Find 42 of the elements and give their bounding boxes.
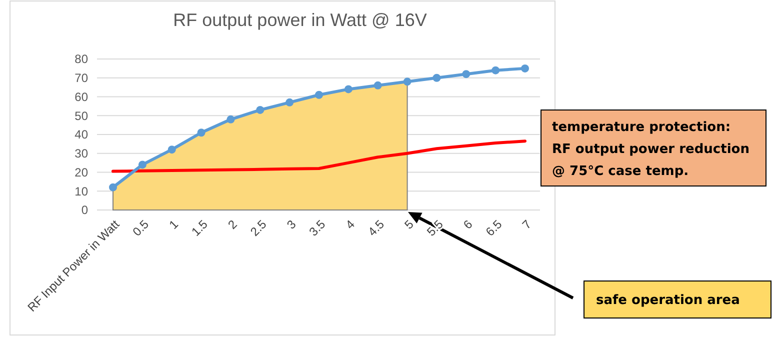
- x-tick-label: 2: [225, 216, 240, 232]
- y-tick-label: 50: [74, 108, 88, 123]
- text: safe operation area: [596, 293, 740, 308]
- point: [374, 81, 382, 90]
- x-tick-label: 5.5: [424, 216, 446, 239]
- point: [315, 90, 323, 99]
- point: [197, 128, 206, 137]
- x-tick-label: 5: [402, 216, 417, 232]
- point: [492, 66, 500, 74]
- point: [109, 183, 117, 192]
- y-tick-label: 30: [74, 146, 88, 161]
- point: [138, 160, 146, 169]
- x-tick-label: 0.5: [130, 216, 152, 239]
- point: [462, 70, 470, 78]
- y-tick-label: 40: [74, 128, 88, 142]
- x-tick-label: 3: [284, 216, 299, 232]
- x-tick-label: 1: [166, 216, 182, 232]
- point: [432, 74, 441, 82]
- x-tick-label: 4.5: [365, 216, 388, 239]
- y-tick-label: 20: [74, 165, 88, 180]
- point: [521, 64, 529, 72]
- y-tick-label: 60: [74, 90, 88, 104]
- x-tick-label: 4: [342, 216, 358, 232]
- point: [226, 115, 235, 124]
- x-tick-label: 2.5: [248, 216, 270, 239]
- x-tick-label: 1.5: [188, 216, 211, 239]
- text: temperature protection: RF output power reduction @ 75°C case temp.: [552, 120, 750, 179]
- point: [286, 98, 294, 106]
- x-tick-label: 7: [519, 216, 534, 232]
- y-tick-label: 10: [74, 184, 88, 198]
- line-series: [112, 140, 526, 173]
- y-tick-label: 0: [81, 203, 88, 218]
- chart-title: RF output power in Watt @ 16V: [173, 10, 427, 30]
- point: [256, 106, 264, 114]
- point: [403, 78, 412, 86]
- point: [344, 85, 352, 94]
- x-tick-label: 6.5: [482, 216, 505, 239]
- point: [168, 146, 176, 154]
- y-tick-label: 70: [74, 71, 88, 86]
- y-tick-label: 80: [74, 52, 88, 66]
- x-tick-label: 6: [460, 216, 476, 232]
- x-tick-label: 3.5: [306, 216, 328, 239]
